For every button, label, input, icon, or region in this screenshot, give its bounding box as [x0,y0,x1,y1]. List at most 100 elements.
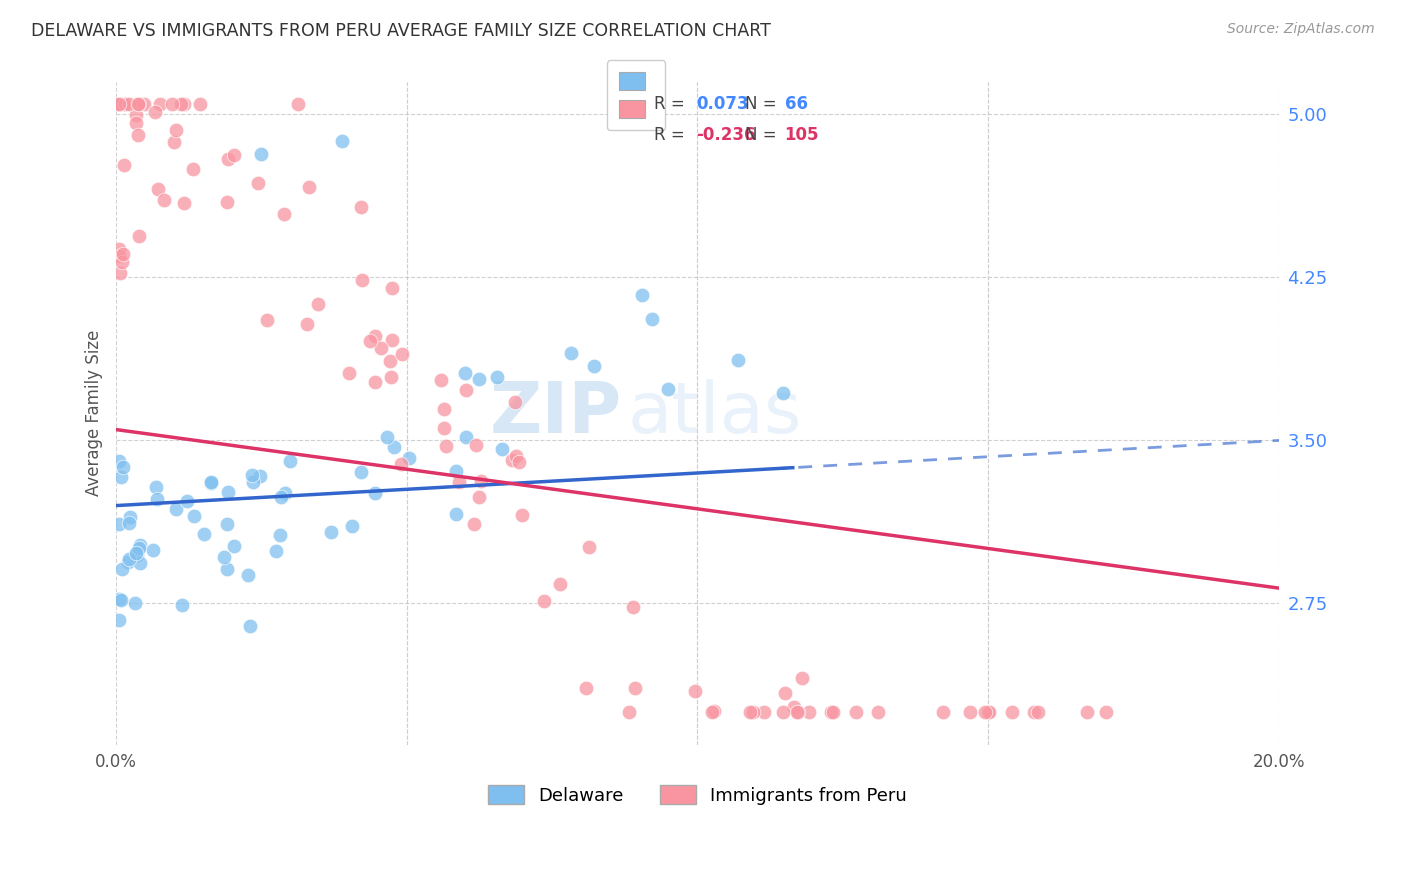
Point [183,509,205,524]
Point [142,542,165,557]
Point [264,544,287,558]
Point [931,705,953,719]
Point [111,255,134,269]
Point [391,347,413,361]
Point [364,375,387,389]
Point [149,96,172,111]
Point [430,373,453,387]
Point [364,328,387,343]
Point [370,341,392,355]
Point [273,485,295,500]
Point [127,548,149,562]
Point [112,246,135,260]
Point [486,370,509,384]
Text: 105: 105 [785,126,820,144]
Point [1001,705,1024,719]
Point [821,705,844,719]
Point [752,705,775,719]
Point [446,464,468,478]
Point [127,96,149,111]
Point [330,134,353,148]
Point [340,519,363,533]
Point [295,317,318,331]
Point [976,705,998,719]
Point [108,266,131,280]
Point [224,539,246,553]
Point [359,334,381,348]
Point [107,96,129,111]
Point [107,592,129,607]
Point [181,162,204,177]
Point [110,469,132,483]
Point [375,430,398,444]
Point [619,705,641,719]
Point [820,705,842,719]
Point [273,207,295,221]
Point [128,557,150,571]
Point [702,705,724,719]
Point [578,540,600,554]
Point [381,333,404,347]
Point [772,386,794,401]
Point [510,508,533,522]
Point [505,450,527,464]
Legend: Delaware, Immigrants from Peru: Delaware, Immigrants from Peru [481,778,914,812]
Point [503,395,526,409]
Point [977,705,1000,719]
Text: -0.236: -0.236 [696,126,755,144]
Point [433,421,456,435]
Point [249,469,271,483]
Point [107,96,129,111]
Point [575,681,598,696]
Point [193,526,215,541]
Point [444,508,467,522]
Point [125,116,148,130]
Point [787,705,810,719]
Point [433,402,456,417]
Point [118,552,141,566]
Point [107,516,129,531]
Point [350,466,373,480]
Point [339,366,361,380]
Point [350,200,373,214]
Point [146,182,169,196]
Point [560,345,582,359]
Text: DELAWARE VS IMMIGRANTS FROM PERU AVERAGE FAMILY SIZE CORRELATION CHART: DELAWARE VS IMMIGRANTS FROM PERU AVERAGE… [31,22,770,40]
Point [217,485,239,500]
Point [173,96,195,111]
Point [117,555,139,569]
Point [454,366,477,380]
Point [657,382,679,396]
Text: N =: N = [745,95,782,113]
Point [160,96,183,111]
Point [124,596,146,610]
Point [742,705,765,719]
Point [380,369,402,384]
Point [217,153,239,167]
Point [631,287,654,301]
Point [321,524,343,539]
Point [621,600,644,615]
Point [153,193,176,207]
Point [792,671,814,685]
Point [146,492,169,507]
Point [470,474,492,488]
Y-axis label: Average Family Size: Average Family Size [86,330,103,497]
Point [118,96,141,111]
Point [242,475,264,489]
Point [491,442,513,457]
Point [173,196,195,211]
Point [224,148,246,162]
Point [468,372,491,386]
Point [111,96,134,111]
Text: R =: R = [654,126,690,144]
Point [398,451,420,466]
Point [114,96,136,111]
Point [107,613,129,627]
Point [107,96,129,111]
Point [772,705,794,719]
Point [249,146,271,161]
Point [110,592,132,607]
Point [363,486,385,500]
Point [111,562,134,576]
